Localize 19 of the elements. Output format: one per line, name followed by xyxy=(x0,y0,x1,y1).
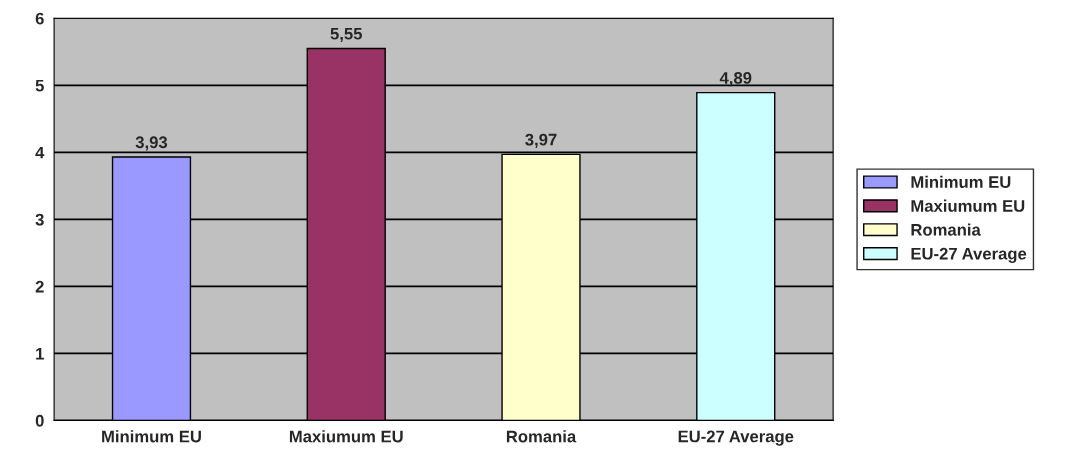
legend-label: Romania xyxy=(911,223,981,236)
y-tick-label: 3 xyxy=(35,213,44,226)
x-tick-label: Minimum EU xyxy=(102,430,201,443)
x-tick-label: EU-27 Average xyxy=(678,430,794,446)
y-tick-label: 2 xyxy=(35,280,44,293)
y-tick-label: 5 xyxy=(35,79,44,92)
data-label: 5,55 xyxy=(330,27,362,43)
legend-label: Minimum EU xyxy=(911,175,1011,188)
y-tick-label: 1 xyxy=(36,347,44,360)
y-tick-label: 6 xyxy=(35,12,44,25)
legend-label: EU-27 Average xyxy=(911,247,1027,263)
y-tick-label: 4 xyxy=(35,146,45,159)
legend-label: Maxiumum EU xyxy=(911,199,1025,212)
x-tick-label: Maxiumum EU xyxy=(289,430,403,443)
data-label: 3,93 xyxy=(135,136,168,151)
data-label: 4,89 xyxy=(719,72,752,87)
data-label: 3,97 xyxy=(525,133,557,148)
y-tick-label: 0 xyxy=(35,414,44,427)
x-tick-label: Romania xyxy=(506,430,577,443)
